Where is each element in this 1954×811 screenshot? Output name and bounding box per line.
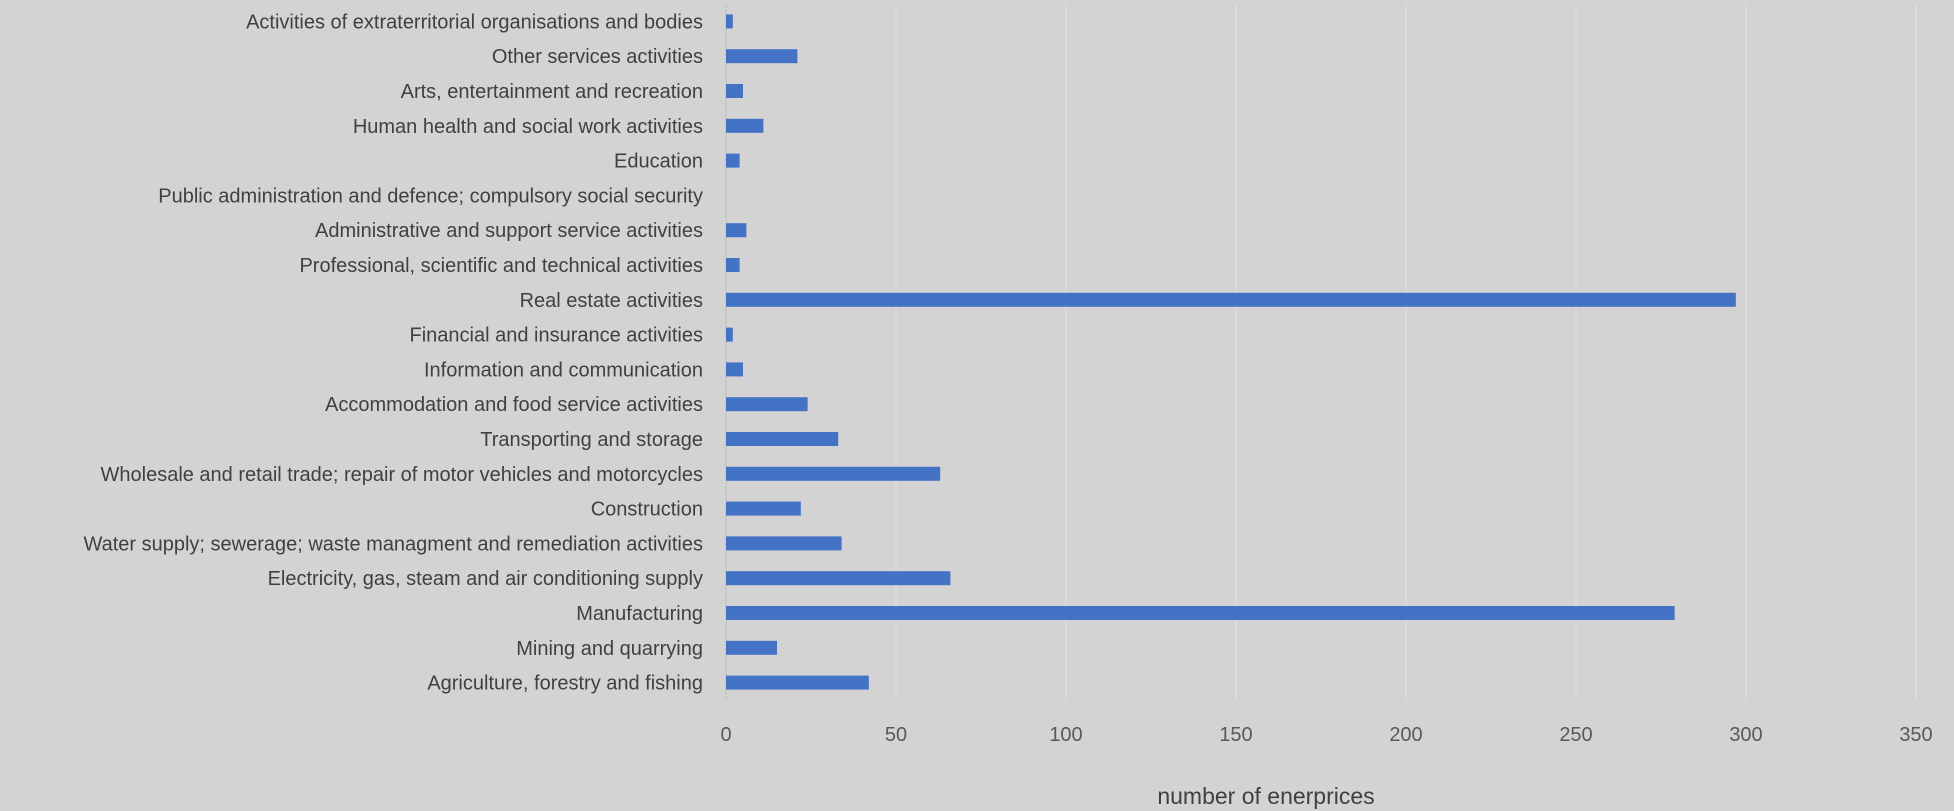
category-label: Electricity, gas, steam and air conditio… [268, 568, 703, 590]
category-labels: Agriculture, forestry and fishing Mining … [83, 11, 703, 694]
bar [726, 14, 733, 29]
bar [726, 536, 842, 551]
x-tick-label: 300 [1729, 724, 1762, 746]
x-tick-label: 50 [885, 724, 907, 746]
x-tick-label: 250 [1559, 724, 1592, 746]
bar [726, 571, 951, 586]
gridlines [725, 4, 1917, 700]
category-label: Agriculture, forestry and fishing [427, 673, 703, 695]
category-label: Transporting and storage [480, 429, 703, 451]
bar [726, 606, 1675, 620]
category-label: Accommodation and food service activitie… [325, 394, 703, 416]
bar [726, 49, 798, 64]
category-label: Activities of extraterritorial organisat… [246, 11, 703, 33]
category-label: Administrative and support service activ… [315, 220, 703, 242]
bar [726, 397, 808, 412]
category-label: Arts, entertainment and recreation [401, 81, 703, 103]
category-label: Human health and social work activities [353, 116, 703, 138]
bar [726, 466, 941, 481]
category-label: Education [614, 151, 703, 173]
category-label: Financial and insurance activities [410, 325, 704, 347]
category-label: Professional, scientific and technical a… [299, 255, 703, 277]
category-label: Construction [591, 499, 703, 521]
category-label: Information and communication [424, 359, 703, 381]
category-label: Public administration and defence; compu… [158, 185, 703, 207]
bar [726, 258, 740, 272]
category-label: Manufacturing [576, 603, 703, 625]
x-tick-label: 150 [1219, 724, 1252, 746]
x-tick-label: 100 [1049, 724, 1082, 746]
bars [726, 14, 1736, 690]
bar [726, 327, 733, 342]
x-axis-title: number of enerprices [1157, 783, 1374, 809]
x-tick-label: 0 [720, 724, 731, 746]
category-label: Real estate activities [520, 290, 703, 312]
category-label: Other services activities [492, 46, 703, 68]
x-tick-label: 350 [1899, 724, 1932, 746]
category-label: Mining and quarrying [516, 638, 703, 660]
category-label: Wholesale and retail trade; repair of mo… [101, 464, 704, 486]
bar [726, 118, 764, 133]
bar [726, 153, 740, 168]
bar [726, 84, 743, 98]
bar [726, 501, 801, 516]
category-label: Water supply; sewerage; waste managment … [83, 533, 703, 555]
bar [726, 432, 839, 446]
x-tick-labels: 0 50 100 150 200 250 300 350 [720, 724, 1932, 746]
bar [726, 675, 869, 690]
bar [726, 223, 747, 238]
bar [726, 640, 777, 655]
bar [726, 292, 1736, 307]
bar [726, 362, 743, 377]
x-tick-label: 200 [1389, 724, 1422, 746]
